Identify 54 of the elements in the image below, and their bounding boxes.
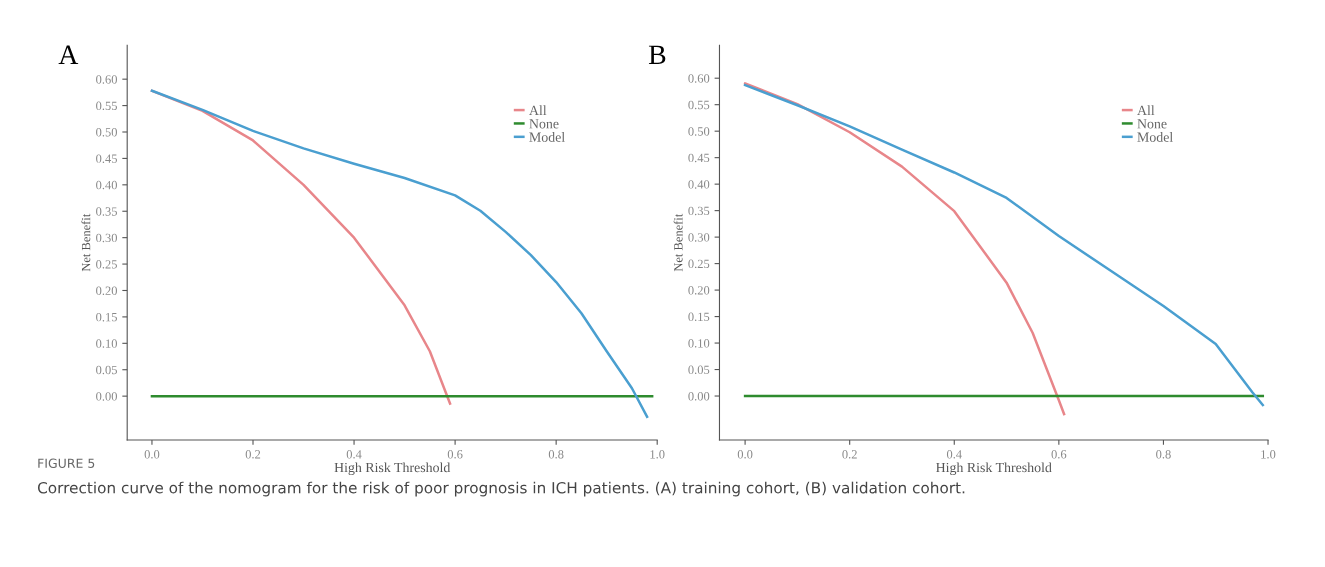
y-tick-label: 0.20 (96, 286, 117, 295)
x-tick-label: 0.6 (1051, 450, 1067, 459)
x-tick-label: 0.4 (346, 450, 362, 459)
y-tick-label: 0.50 (688, 127, 710, 136)
x-tick-label: 0.2 (245, 450, 261, 459)
y-tick-label: 0.40 (688, 180, 710, 189)
y-tick-label: 0.50 (96, 128, 117, 137)
legend-label: Model (1137, 132, 1173, 142)
y-tick-label: 0.10 (688, 339, 710, 348)
x-tick-label: 0.8 (548, 450, 564, 459)
legend-label: All (529, 105, 547, 115)
y-axis-title: Net Benefit (81, 213, 91, 272)
y-tick-label: 0.05 (688, 365, 710, 375)
x-tick-label: 0.2 (842, 450, 857, 459)
y-tick-label: 0.45 (688, 153, 710, 163)
y-tick-label: 0.30 (688, 233, 710, 242)
y-tick-label: 0.15 (688, 312, 710, 322)
legend-label: Model (529, 132, 565, 142)
x-tick-label: 1.0 (1261, 450, 1276, 459)
y-tick-label: 0.15 (96, 312, 117, 322)
x-tick-label: 0.0 (737, 450, 753, 459)
y-tick-label: 0.45 (96, 154, 117, 163)
line-series (743, 83, 1265, 407)
y-axis-title: Net Benefit (673, 213, 683, 272)
y-tick-label: 0.25 (96, 260, 117, 269)
x-axis-title: High Risk Threshold (334, 462, 451, 476)
legend-label: None (529, 119, 559, 129)
y-tick-label: 0.55 (96, 101, 117, 111)
y-tick-label: 0.40 (96, 180, 117, 190)
y-tick-label: 0.10 (96, 339, 117, 348)
text: Correction curve of the nomogram for the risk of poor prognosis in ICH patients. (A) training cohort, (B) validation cohort. (37, 481, 965, 497)
x-axis-title: High Risk Threshold (936, 462, 1052, 476)
y-tick-label: 0.35 (96, 207, 117, 216)
caption: FIGURE 5 (38, 458, 95, 468)
y-tick-label: 0.20 (688, 286, 710, 295)
y-tick-label: 0.05 (96, 365, 117, 375)
y-tick-label: 0.60 (96, 75, 117, 84)
y-tick-label: 0.30 (96, 233, 117, 243)
legend-label: All (1137, 105, 1155, 115)
y-tick-label: 0.60 (688, 74, 710, 83)
y-tick-label: 0.00 (688, 392, 710, 401)
legend-label: None (1137, 119, 1167, 129)
y-tick-label: 0.00 (96, 392, 117, 401)
x-tick-label: 0.8 (1156, 450, 1171, 459)
x-tick-label: 0.0 (144, 450, 160, 459)
x-tick-label: 0.6 (447, 450, 463, 459)
x-tick-label: 0.4 (946, 450, 962, 459)
chart-title: A (58, 45, 79, 64)
chart-title: B (648, 45, 666, 64)
line-series (150, 89, 649, 418)
y-tick-label: 0.35 (688, 206, 710, 216)
y-tick-label: 0.25 (688, 259, 710, 269)
y-tick-label: 0.55 (688, 100, 710, 110)
x-tick-label: 1.0 (650, 450, 665, 459)
